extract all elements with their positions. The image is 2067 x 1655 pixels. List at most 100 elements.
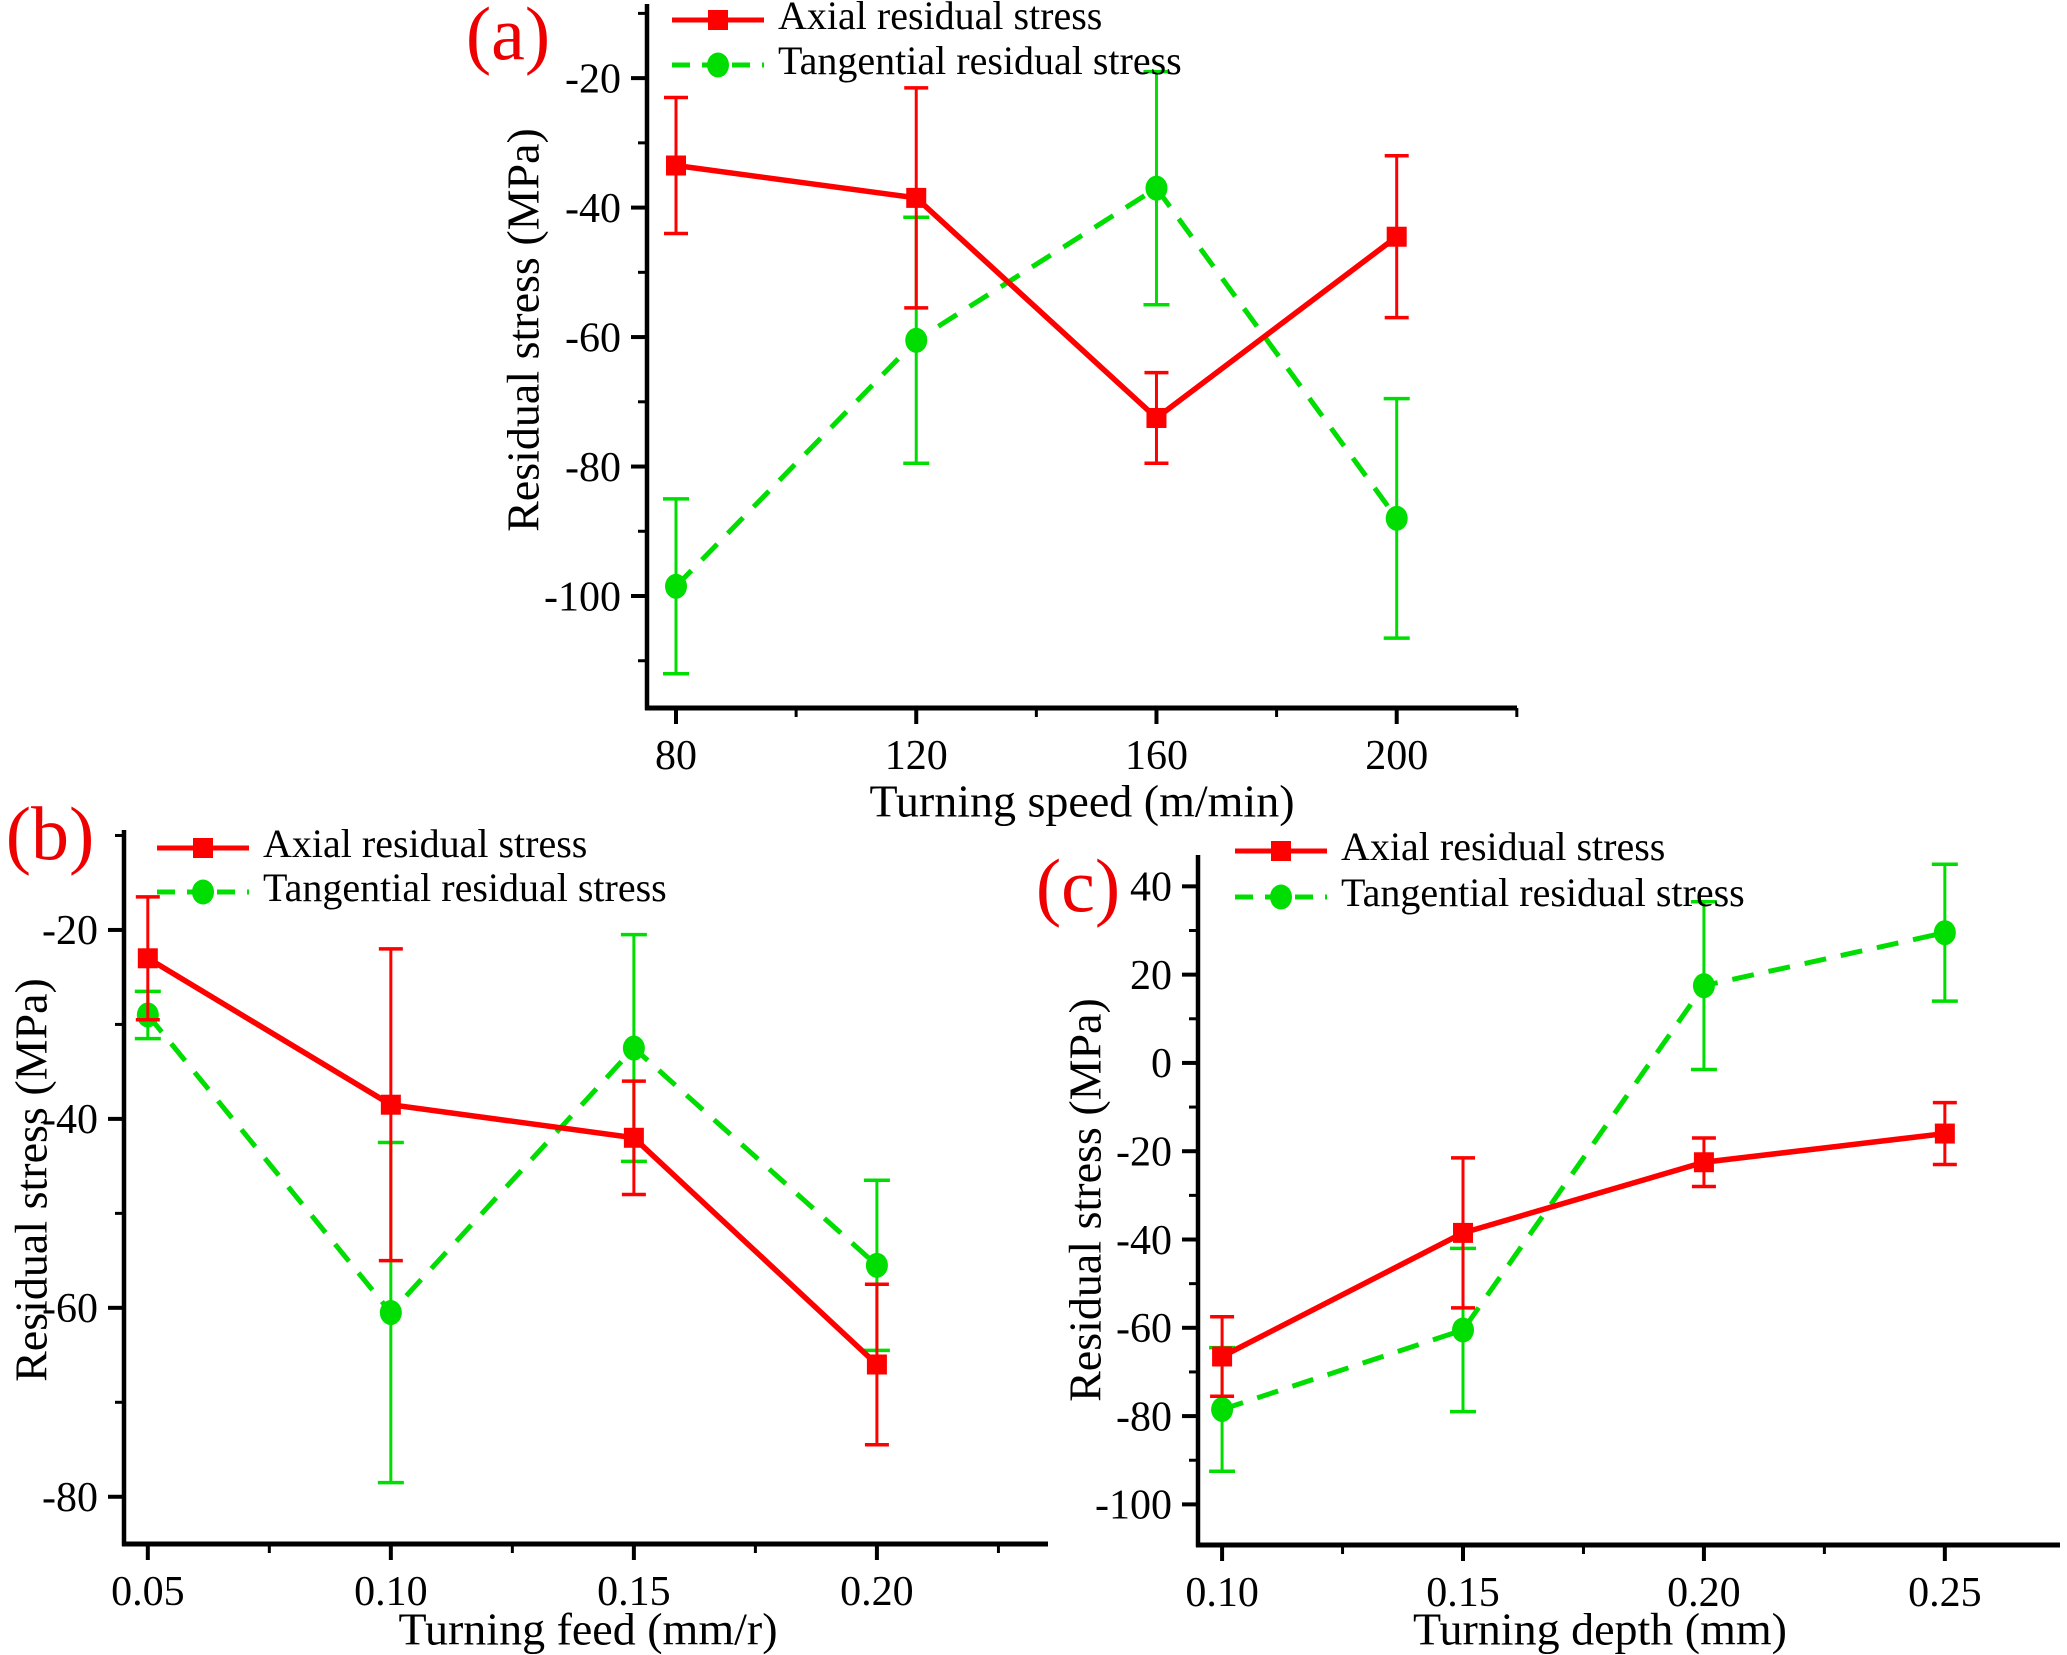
x-axis-label: Turning speed (m/min): [869, 776, 1294, 827]
axial-marker: [906, 187, 927, 208]
a-axial-series: [664, 86, 1409, 466]
legend-item-axial: Axial residual stress: [1235, 824, 1665, 869]
axial-marker: [1693, 1152, 1714, 1173]
tangential-marker: [1145, 175, 1168, 201]
x-tick-label: 160: [1125, 733, 1188, 779]
axial-marker: [1146, 407, 1167, 428]
y-axis-label: Residual stress (MPa): [6, 978, 57, 1382]
legend-label: Axial residual stress: [778, 0, 1102, 38]
y-tick-label: -40: [1116, 1218, 1172, 1264]
legend-label: Tangential residual stress: [1341, 870, 1745, 915]
y-tick-label: -40: [565, 186, 621, 232]
y-ticks: 40 20 0 -20 -40 -60 -80 -100: [1095, 865, 1198, 1529]
x-tick-label: 0.15: [1426, 1570, 1500, 1616]
tangential-marker: [905, 327, 928, 353]
tangential-marker: [1692, 973, 1715, 999]
y-tick-label: -20: [1116, 1129, 1172, 1175]
tangential-marker: [665, 573, 688, 599]
y-tick-label: -60: [1116, 1306, 1172, 1352]
legend-marker-tangential: [192, 879, 214, 905]
legend-label: Tangential residual stress: [778, 38, 1182, 83]
chart-a: 80 120 160 200 -20 -40 -60 -80 -100 Turning speed…: [466, 0, 1519, 827]
axial-marker: [137, 948, 158, 969]
y-tick-label: -60: [565, 315, 621, 361]
tangential-marker: [1452, 1317, 1475, 1343]
legend-item-tangential: Tangential residual stress: [1235, 870, 1745, 915]
legend-marker-tangential: [1270, 884, 1292, 910]
series-line-axial: [1220, 1130, 1946, 1359]
x-axis-label: Turning depth (mm): [1413, 1604, 1787, 1655]
legend-marker-tangential: [707, 52, 729, 78]
y-tick-label: -80: [565, 445, 621, 491]
axial-marker: [1453, 1222, 1474, 1243]
c-tangential-series: [1209, 862, 1958, 1474]
chart-b: 0.05 0.10 0.15 0.20 -20 -40 -60 -80 Turning feed…: [6, 792, 1048, 1655]
tangential-marker: [1385, 505, 1408, 531]
y-ticks: -20 -40 -60 -80: [42, 833, 124, 1521]
x-tick-label: 0.20: [1667, 1570, 1741, 1616]
series-line-tangential: [145, 1013, 879, 1317]
x-tick-label: 0.05: [111, 1569, 185, 1615]
tangential-marker: [379, 1300, 402, 1326]
x-tick-label: 0.25: [1908, 1570, 1982, 1616]
panel-label-c: (c): [1036, 844, 1120, 928]
y-tick-label: 0: [1151, 1041, 1172, 1087]
legend-item-axial: Axial residual stress: [672, 0, 1102, 38]
tangential-marker: [1933, 920, 1956, 946]
panel-label-b: (b): [6, 792, 95, 876]
y-tick-label: -40: [42, 1097, 98, 1143]
axial-marker: [666, 155, 687, 176]
legend-label: Axial residual stress: [1341, 824, 1665, 869]
y-axis-label: Residual stress (MPa): [1060, 998, 1111, 1402]
axial-marker: [1212, 1346, 1233, 1367]
x-tick-label: 0.20: [840, 1569, 914, 1615]
x-tick-label: 80: [655, 733, 697, 779]
x-ticks: 80 120 160 200: [655, 708, 1519, 779]
y-tick-label: -20: [565, 56, 621, 102]
tangential-marker: [622, 1035, 645, 1061]
legend-label: Axial residual stress: [263, 821, 587, 866]
axial-marker: [1386, 226, 1407, 247]
series-line-axial: [675, 162, 1399, 422]
legend-item-tangential: Tangential residual stress: [157, 865, 667, 910]
x-axis-label: Turning feed (mm/r): [398, 1604, 777, 1655]
x-tick-label: 0.10: [1185, 1570, 1259, 1616]
x-tick-label: 120: [885, 733, 948, 779]
y-tick-label: -80: [42, 1475, 98, 1521]
b-axial-series: [135, 895, 889, 1447]
x-tick-label: 0.10: [354, 1569, 428, 1615]
c-axial-series: [1210, 1100, 1957, 1398]
x-tick-label: 200: [1365, 733, 1428, 779]
chart-c: 0.10 0.15 0.20 0.25 40 20 0 -20 -40 -60 -80 -100 Tur…: [1036, 824, 2060, 1655]
y-tick-label: -60: [42, 1286, 98, 1332]
legend-item-tangential: Tangential residual stress: [672, 38, 1182, 83]
legend-marker-axial: [1271, 841, 1291, 861]
y-tick-label: -80: [1116, 1394, 1172, 1440]
legend-label: Tangential residual stress: [263, 865, 667, 910]
tangential-marker: [1211, 1396, 1234, 1422]
y-axis-label: Residual stress (MPa): [498, 128, 549, 532]
x-tick-label: 0.15: [597, 1569, 671, 1615]
axial-marker: [623, 1127, 644, 1148]
axial-marker: [866, 1354, 887, 1375]
series-line-tangential: [674, 184, 1399, 589]
tangential-marker: [865, 1252, 888, 1278]
y-ticks: -20 -40 -60 -80 -100: [544, 11, 647, 663]
panel-label-a: (a): [466, 0, 550, 76]
series-line-tangential: [1221, 930, 1946, 1412]
axial-marker: [1934, 1123, 1955, 1144]
axial-marker: [380, 1094, 401, 1115]
y-tick-label: -100: [544, 574, 621, 620]
legend-marker-axial: [708, 10, 728, 30]
y-tick-label: -20: [42, 908, 98, 954]
y-tick-label: -100: [1095, 1483, 1172, 1529]
legend-marker-axial: [193, 838, 213, 858]
a-tangential-series: [663, 69, 1410, 676]
y-tick-label: 40: [1130, 865, 1172, 911]
y-tick-label: 20: [1130, 953, 1172, 999]
